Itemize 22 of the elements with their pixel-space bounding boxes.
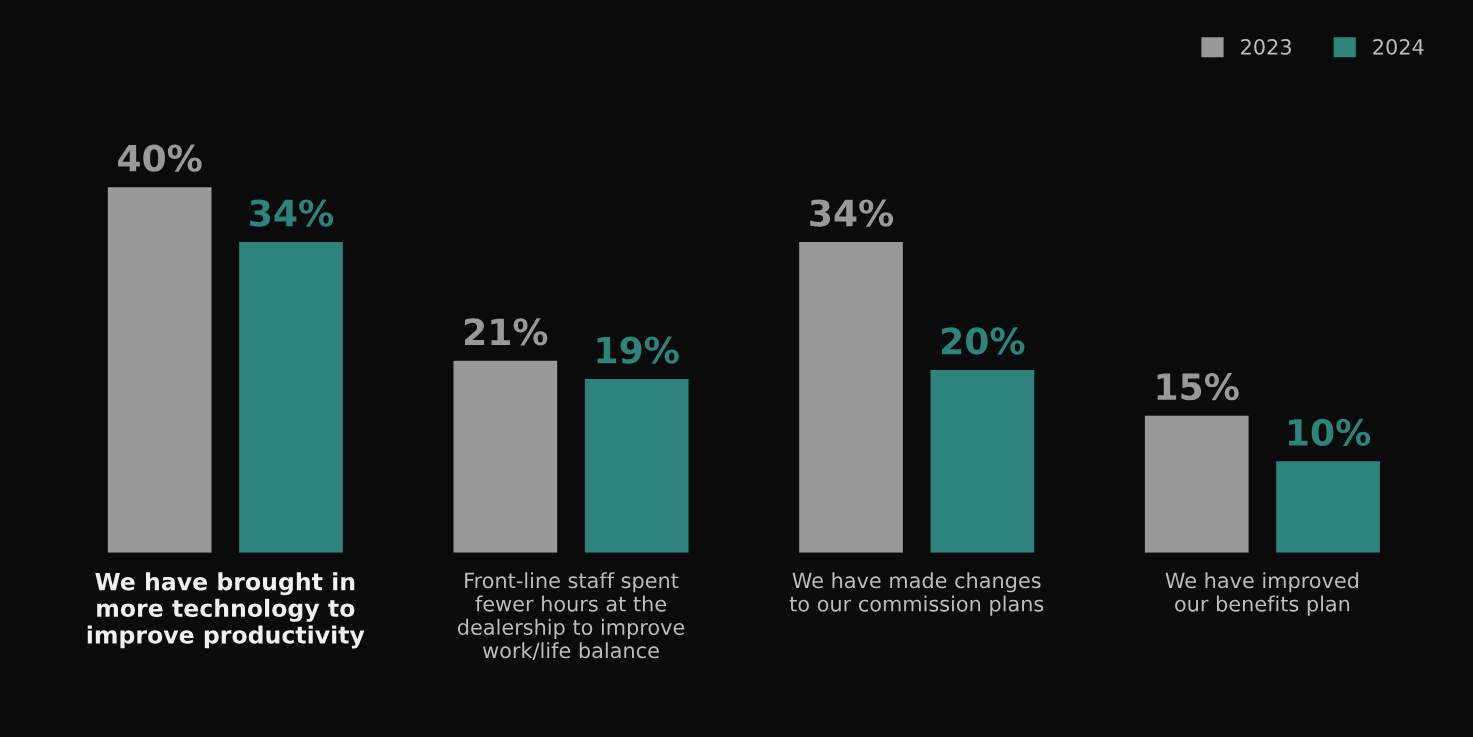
data-label: 40% bbox=[118, 144, 202, 172]
legend-label: 2024 bbox=[1373, 38, 1424, 55]
bar bbox=[930, 369, 1035, 553]
x-tick-label: We have brought in more technology to improve productivity bbox=[87, 572, 365, 649]
data-label: 19% bbox=[597, 336, 679, 364]
data-label: 21% bbox=[464, 318, 548, 346]
bar bbox=[1276, 461, 1380, 553]
data-label: 34% bbox=[810, 199, 894, 227]
x-tick-label: We have improved our benefits plan bbox=[1165, 572, 1359, 616]
bar bbox=[453, 360, 558, 553]
bar bbox=[107, 187, 212, 553]
data-label: 10% bbox=[1288, 418, 1371, 447]
data-label: 20% bbox=[942, 327, 1025, 355]
data-label: 34% bbox=[250, 199, 334, 227]
bar bbox=[1144, 415, 1249, 553]
legend-label: 2023 bbox=[1241, 38, 1291, 55]
data-label: 15% bbox=[1157, 373, 1239, 401]
bar bbox=[584, 379, 689, 553]
bar bbox=[239, 242, 343, 553]
x-tick-label: Front-line staff spent fewer hours at the dealership to improve work/life balance bbox=[457, 572, 685, 660]
x-tick-label: We have made changes to our commission plans bbox=[789, 572, 1044, 616]
bar bbox=[799, 242, 903, 553]
